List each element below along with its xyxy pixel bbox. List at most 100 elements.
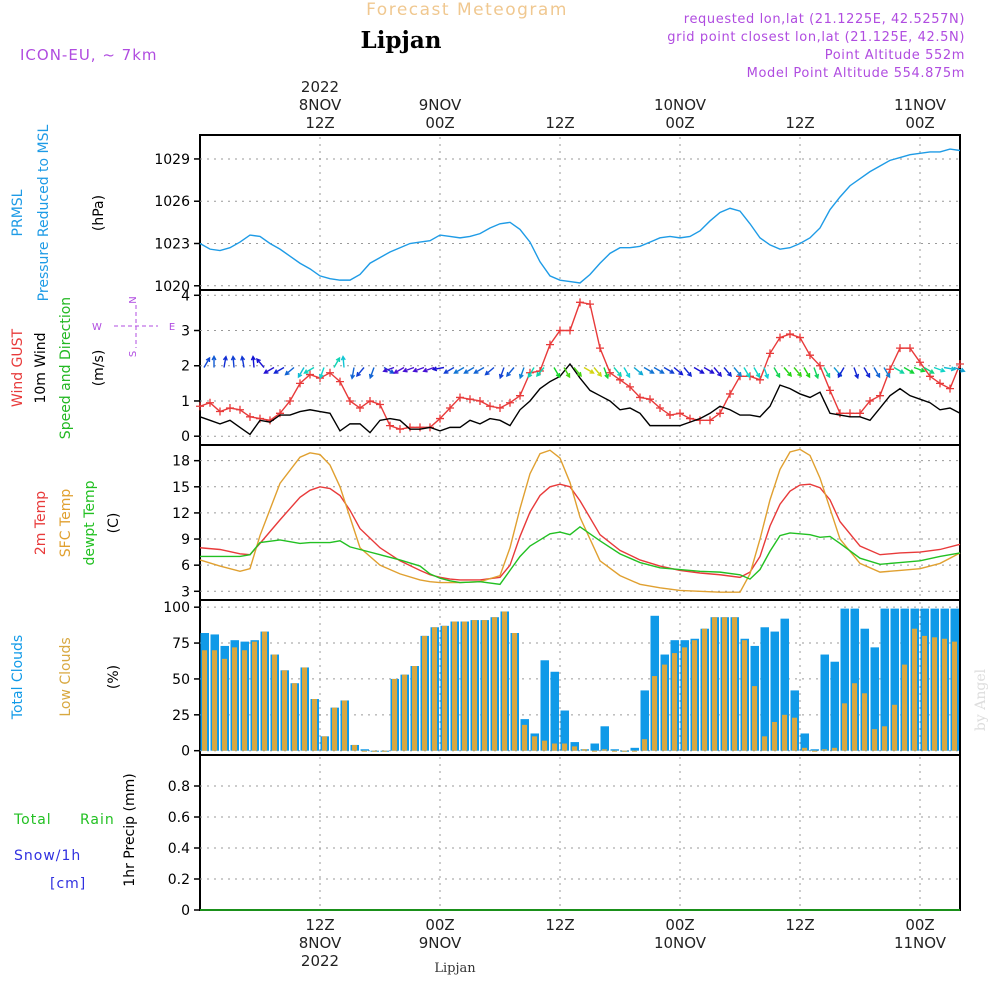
low-cloud-bar [862, 693, 867, 751]
low-cloud-bar [802, 747, 807, 751]
wind-direction-arrow [583, 366, 595, 374]
gust-marker [556, 326, 564, 335]
wind-direction-arrow [303, 366, 315, 374]
low-cloud-bar [662, 664, 667, 751]
pressure-panel: 1020 1023 1026 1029 [154, 134, 961, 295]
wind-direction-arrow [803, 367, 811, 379]
wind-direction-arrow [733, 367, 743, 378]
low-cloud-bar [212, 650, 217, 751]
total-cloud-bar [360, 749, 369, 751]
wind-direction-arrow [573, 367, 583, 378]
gust-marker [936, 379, 944, 388]
gust-marker [856, 409, 864, 418]
wind-gust-label: Wind GUST [10, 328, 26, 407]
total-cloud-bar [880, 608, 889, 751]
top-time-label: 00Z [905, 114, 934, 132]
gust-marker [396, 425, 404, 434]
gust-marker [626, 382, 634, 391]
gust-marker [366, 396, 374, 405]
gust-marker [876, 391, 884, 400]
top-time-label: 11NOV [894, 96, 947, 114]
gust-marker [196, 402, 204, 411]
wind-direction-arrow [498, 367, 505, 380]
gust-marker [516, 391, 524, 400]
low-cloud-bar [562, 743, 567, 751]
gust-marker [926, 372, 934, 381]
gust-marker [576, 298, 584, 307]
gust-marker [706, 416, 714, 425]
wind-direction-arrow [240, 355, 246, 368]
low-cloud-bar [672, 653, 677, 751]
gust-marker [656, 404, 664, 413]
panel-frame [199, 134, 961, 291]
low-cloud-bar [882, 726, 887, 751]
gust-marker [436, 414, 444, 423]
y-tick-label: 3 [181, 324, 190, 340]
bottom-time-label: 11NOV [894, 934, 947, 952]
low-cloud-bar [752, 686, 757, 751]
low-cloud-bar [692, 640, 697, 751]
wind-direction-arrow [673, 366, 684, 376]
compass-n: N [128, 296, 139, 303]
y-tick-label: 75 [172, 636, 190, 652]
gust-marker [276, 409, 284, 418]
y-tick-label: 9 [181, 532, 190, 548]
low-cloud-bar [482, 620, 487, 751]
gust-marker [686, 414, 694, 423]
wind-direction-arrow [603, 367, 610, 380]
y-tick-label: 0.4 [168, 841, 190, 857]
wind-direction-arrow [613, 367, 623, 378]
temp-unit-label: (C) [106, 513, 122, 534]
total-cloud-bar [890, 608, 899, 751]
clouds-panel: 0 25 50 75 100 [163, 599, 961, 760]
y-tick-label: 12 [172, 506, 190, 522]
gust-marker [536, 367, 544, 376]
panel-frame [199, 444, 961, 601]
wind-direction-arrow [853, 367, 860, 380]
wind-direction-arrow [623, 367, 631, 379]
wind-direction-arrow [393, 366, 405, 374]
gust-marker [766, 349, 774, 358]
low-cloud-bar [742, 640, 747, 751]
low-cloud-bar [792, 717, 797, 751]
total-cloud-bar [550, 671, 559, 751]
wind-direction-arrow [518, 367, 525, 380]
gust-marker [776, 333, 784, 342]
y-tick-label: 3 [181, 584, 190, 600]
wind-direction-arrow [943, 366, 957, 372]
low-cloud-bar [682, 647, 687, 751]
y-tick-label: 6 [181, 558, 190, 574]
gust-marker [846, 409, 854, 418]
wind-direction-arrow [663, 366, 675, 374]
gust-marker [486, 402, 494, 411]
gust-marker [306, 370, 314, 379]
wind-direction-arrow [505, 367, 515, 378]
low-cloud-bar [302, 667, 307, 751]
total-cloud-bar [600, 726, 609, 751]
wind-direction-arrow [350, 367, 356, 380]
compass-e: E [169, 322, 175, 333]
wind-direction-arrow [230, 355, 236, 368]
gust-marker [906, 344, 914, 353]
low-cloud-bar [292, 683, 297, 751]
wind-direction-arrow [211, 355, 217, 368]
total-cloud-bar [810, 749, 819, 751]
wind-direction-arrow [953, 366, 966, 373]
wind-direction-arrow [453, 366, 465, 374]
wind-direction-arrow [382, 366, 395, 373]
y-tick-label: 0 [181, 903, 190, 919]
low-cloud-bar [462, 621, 467, 751]
wind-direction-arrow [773, 367, 781, 379]
point-altitude: Point Altitude 552m [825, 48, 965, 63]
gust-marker [506, 398, 514, 407]
gust-marker [376, 400, 384, 409]
gust-marker [826, 386, 834, 395]
low-cloud-bar [452, 621, 457, 751]
low-cloud-bar [272, 654, 277, 751]
gust-marker [896, 344, 904, 353]
wind-direction-arrow [723, 367, 733, 378]
wind-direction-arrow [402, 366, 415, 373]
wind-direction-arrow [893, 366, 905, 374]
wind-direction-arrow [883, 367, 891, 379]
